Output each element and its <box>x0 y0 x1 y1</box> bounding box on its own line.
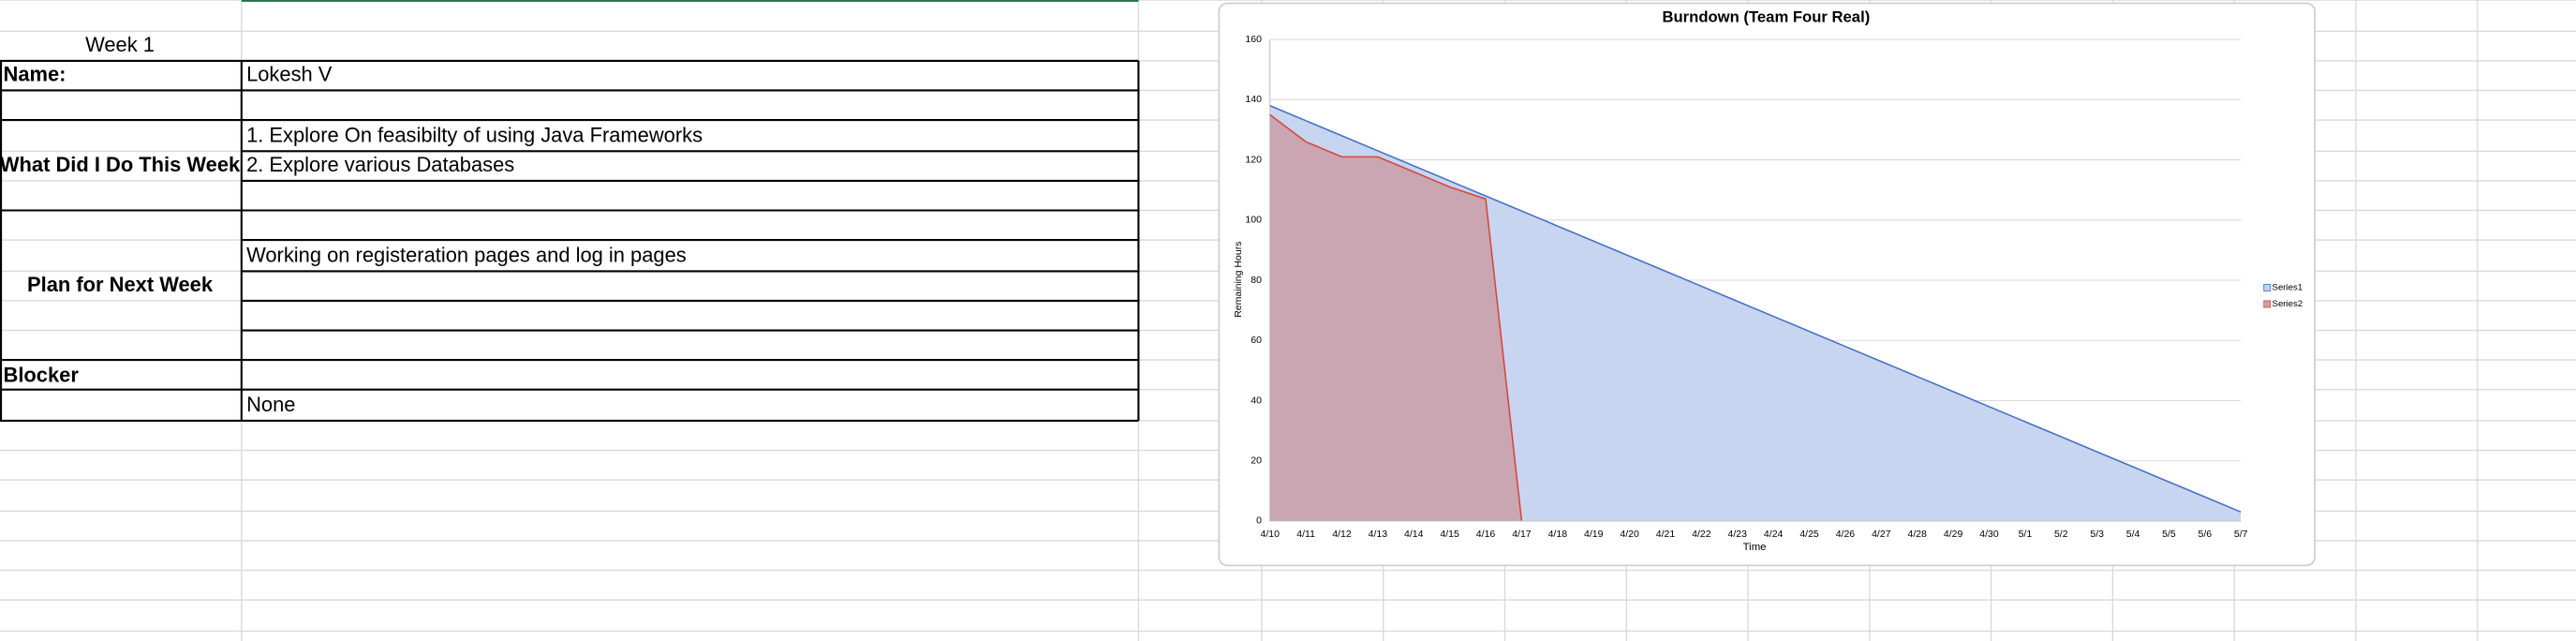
chart-title: Burndown (Team Four Real) <box>1662 8 1870 26</box>
x-tick-label: 4/30 <box>1979 529 1999 540</box>
legend-swatch <box>2263 300 2272 308</box>
legend-label: Series1 <box>2273 282 2303 292</box>
x-tick-label: 4/26 <box>1836 529 1856 540</box>
x-tick-label: 4/15 <box>1440 529 1459 540</box>
name-label: Name: <box>4 62 67 85</box>
y-tick-label: 120 <box>1245 154 1262 165</box>
x-tick-label: 4/11 <box>1296 529 1315 540</box>
x-tick-label: 4/18 <box>1548 529 1568 540</box>
x-tick-label: 5/7 <box>2234 529 2248 540</box>
x-tick-label: 4/23 <box>1728 529 1748 540</box>
x-tick-label: 5/1 <box>2019 529 2033 540</box>
y-tick-label: 60 <box>1251 335 1262 346</box>
x-tick-label: 4/28 <box>1907 529 1927 540</box>
x-tick-label: 5/3 <box>2090 529 2104 540</box>
y-axis-label: Remaining Hours <box>1233 242 1244 318</box>
x-tick-label: 4/14 <box>1404 529 1424 540</box>
legend-swatch <box>2263 283 2272 291</box>
x-tick-label: 4/25 <box>1799 529 1819 540</box>
x-tick-label: 5/2 <box>2054 529 2068 540</box>
x-tick-label: 4/10 <box>1260 529 1280 540</box>
y-tick-label: 160 <box>1245 34 1262 45</box>
y-tick-label: 20 <box>1251 455 1262 467</box>
x-tick-label: 4/22 <box>1692 529 1711 540</box>
done-label: What Did I Do This Week <box>0 153 241 176</box>
x-tick-label: 4/29 <box>1944 529 1963 540</box>
cell-borders <box>0 59 1140 423</box>
x-tick-label: 5/6 <box>2198 529 2213 540</box>
x-tick-label: 4/27 <box>1872 529 1891 540</box>
legend-label: Series2 <box>2273 299 2303 309</box>
blocker-value: None <box>246 393 295 416</box>
x-tick-label: 4/16 <box>1476 529 1496 540</box>
line <box>1269 105 2242 514</box>
y-tick-label: 40 <box>1251 395 1262 406</box>
y-tick-label: 80 <box>1251 275 1262 286</box>
name-value: Lokesh V <box>246 62 333 85</box>
x-tick-label: 4/13 <box>1369 529 1388 540</box>
blocker-label: Blocker <box>4 363 80 386</box>
x-tick-label: 4/17 <box>1512 529 1532 540</box>
y-tick-label: 0 <box>1256 515 1262 527</box>
line <box>1269 113 1523 522</box>
x-tick-label: 4/20 <box>1620 529 1639 540</box>
area <box>1269 114 1522 521</box>
plan-value: Working on registeration pages and log i… <box>246 243 687 266</box>
x-axis-label: Time <box>1743 542 1767 553</box>
area <box>1269 105 2242 521</box>
y-tick-label: 140 <box>1245 94 1262 105</box>
x-tick-label: 4/21 <box>1656 529 1676 540</box>
done-item: 1. Explore On feasibilty of using Java F… <box>246 123 703 146</box>
x-tick-label: 5/4 <box>2126 529 2140 540</box>
week-label: Week 1 <box>85 33 155 56</box>
chart: Burndown (Team Four Real) Remaining Hour… <box>1233 8 2302 553</box>
x-tick-label: 4/24 <box>1764 529 1784 540</box>
x-tick-label: 4/19 <box>1584 529 1604 540</box>
plan-label: Plan for Next Week <box>27 273 214 296</box>
x-tick-label: 5/5 <box>2162 529 2176 540</box>
done-item: 2. Explore various Databases <box>246 153 514 176</box>
x-tick-label: 4/12 <box>1332 529 1352 540</box>
y-tick-label: 100 <box>1245 215 1262 226</box>
